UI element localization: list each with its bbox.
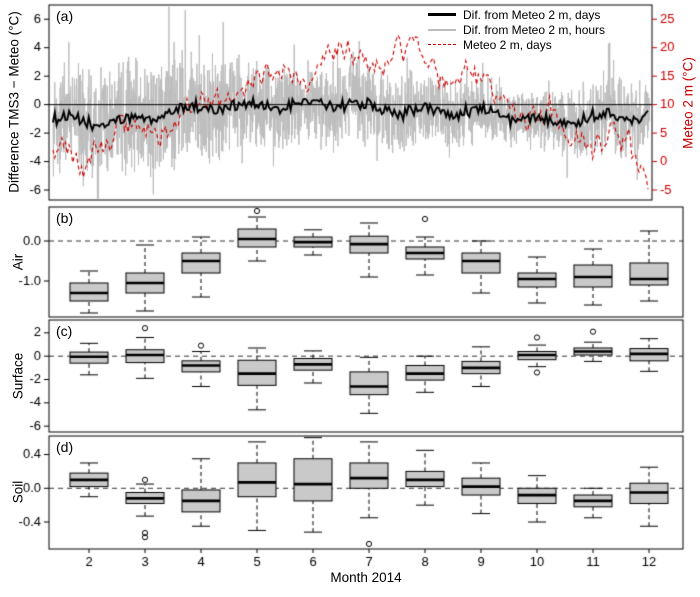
legend-item-diff-hours: Dif. from Meteo 2 m, hours	[428, 22, 605, 37]
panel-label-c: (c)	[56, 323, 73, 339]
left-axis-title-difference: Difference TMS3 − Meteo (°C)	[6, 11, 22, 193]
x-axis-title: Month 2014	[330, 570, 402, 585]
axis-title-surface: Surface	[10, 352, 26, 400]
axis-title-air: Air	[10, 253, 26, 271]
legend-label-diff-days: Dif. from Meteo 2 m, days	[463, 7, 601, 22]
gray-line-sample-icon	[428, 28, 456, 31]
red-dashed-line-sample-icon	[428, 44, 456, 45]
panel-label-d: (d)	[56, 439, 74, 455]
legend-label-diff-hours: Dif. from Meteo 2 m, hours	[463, 22, 606, 37]
panel-label-b: (b)	[56, 210, 74, 226]
black-line-sample-icon	[428, 13, 456, 16]
legend: Dif. from Meteo 2 m, days Dif. from Mete…	[428, 7, 605, 52]
legend-item-diff-days: Dif. from Meteo 2 m, days	[428, 7, 605, 22]
panel-label-a: (a)	[56, 8, 74, 24]
legend-label-meteo-days: Meteo 2 m, days	[463, 37, 552, 52]
legend-item-meteo-days: Meteo 2 m, days	[428, 37, 605, 52]
axis-title-soil: Soil	[10, 480, 26, 504]
right-axis-title-meteo: Meteo 2 m (°C)	[680, 57, 696, 149]
